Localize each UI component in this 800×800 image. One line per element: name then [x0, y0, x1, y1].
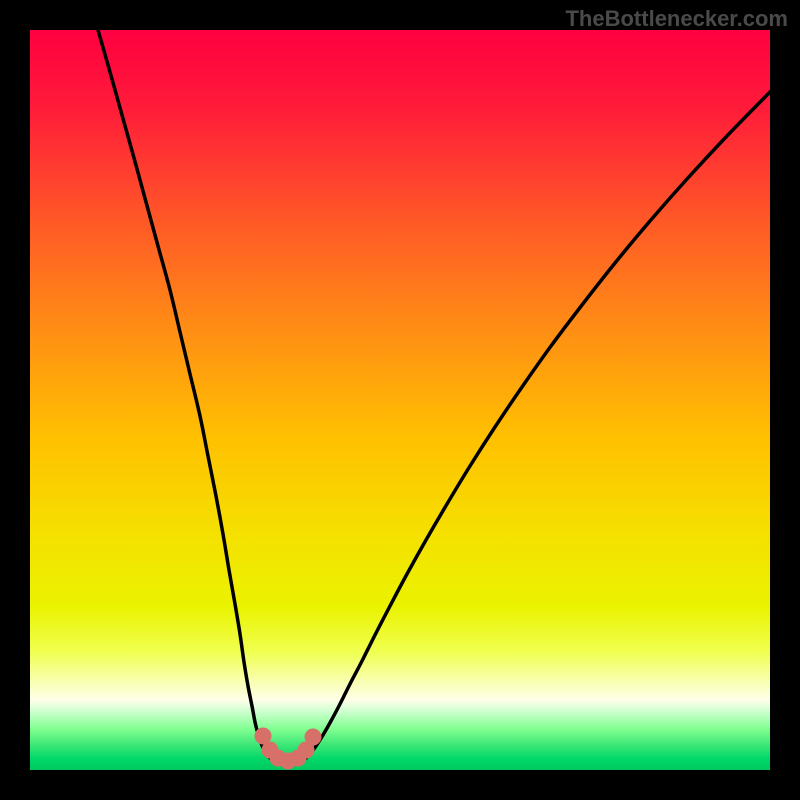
attribution-text: TheBottlenecker.com — [565, 6, 788, 32]
chart-svg — [30, 30, 770, 770]
curve-left-branch — [98, 30, 271, 759]
plot-area — [30, 30, 770, 770]
curve-right-branch — [305, 91, 770, 759]
chart-container: TheBottlenecker.com — [0, 0, 800, 800]
valley-marker — [305, 729, 322, 746]
